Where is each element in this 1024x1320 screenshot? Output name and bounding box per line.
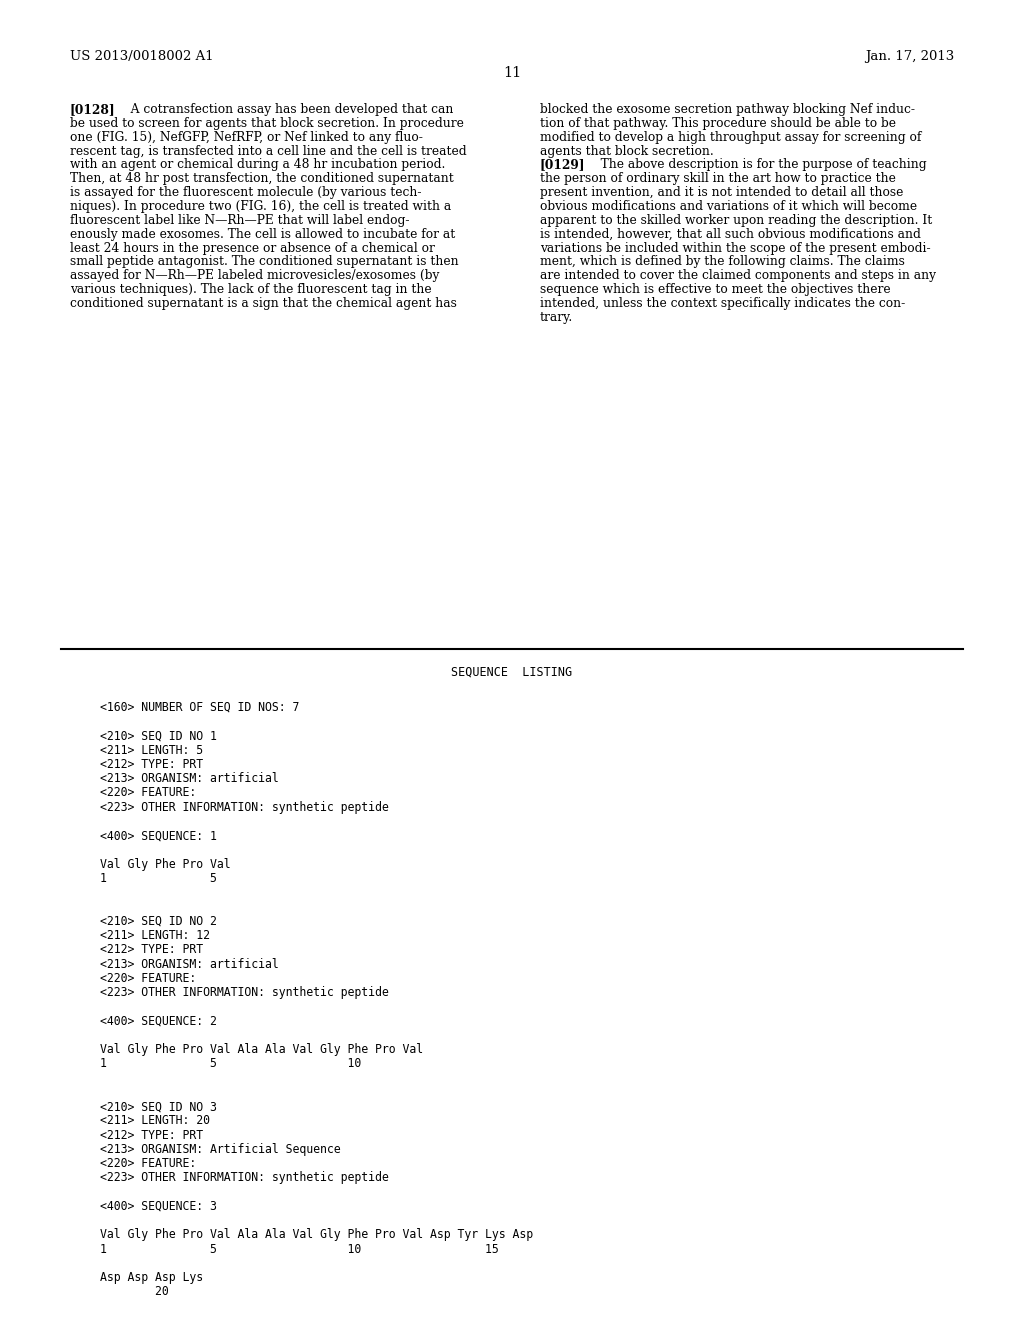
Text: assayed for N—Rh—PE labeled microvesicles/exosomes (by: assayed for N—Rh—PE labeled microvesicle… <box>70 269 439 282</box>
Text: US 2013/0018002 A1: US 2013/0018002 A1 <box>70 50 213 63</box>
Text: <210> SEQ ID NO 2: <210> SEQ ID NO 2 <box>100 915 217 928</box>
Text: is assayed for the fluorescent molecule (by various tech-: is assayed for the fluorescent molecule … <box>70 186 421 199</box>
Text: Asp Asp Asp Lys: Asp Asp Asp Lys <box>100 1271 204 1284</box>
Text: tion of that pathway. This procedure should be able to be: tion of that pathway. This procedure sho… <box>540 116 896 129</box>
Text: <400> SEQUENCE: 1: <400> SEQUENCE: 1 <box>100 829 217 842</box>
Text: small peptide antagonist. The conditioned supernatant is then: small peptide antagonist. The conditione… <box>70 255 459 268</box>
Text: <211> LENGTH: 5: <211> LENGTH: 5 <box>100 743 204 756</box>
Text: conditioned supernatant is a sign that the chemical agent has: conditioned supernatant is a sign that t… <box>70 297 457 310</box>
Text: Val Gly Phe Pro Val: Val Gly Phe Pro Val <box>100 858 231 871</box>
Text: The above description is for the purpose of teaching: The above description is for the purpose… <box>589 158 927 172</box>
Text: <220> FEATURE:: <220> FEATURE: <box>100 1158 197 1170</box>
Text: 11: 11 <box>503 66 521 81</box>
Text: blocked the exosome secretion pathway blocking Nef induc-: blocked the exosome secretion pathway bl… <box>540 103 914 116</box>
Text: <220> FEATURE:: <220> FEATURE: <box>100 972 197 985</box>
Text: <210> SEQ ID NO 1: <210> SEQ ID NO 1 <box>100 730 217 742</box>
Text: are intended to cover the claimed components and steps in any: are intended to cover the claimed compon… <box>540 269 936 282</box>
Text: 1               5                   10: 1 5 10 <box>100 1057 361 1071</box>
Text: agents that block secretion.: agents that block secretion. <box>540 144 714 157</box>
Text: niques). In procedure two (FIG. 16), the cell is treated with a: niques). In procedure two (FIG. 16), the… <box>70 199 451 213</box>
Text: least 24 hours in the presence or absence of a chemical or: least 24 hours in the presence or absenc… <box>70 242 434 255</box>
Text: <212> TYPE: PRT: <212> TYPE: PRT <box>100 1129 204 1142</box>
Text: <213> ORGANISM: Artificial Sequence: <213> ORGANISM: Artificial Sequence <box>100 1143 341 1156</box>
Text: <223> OTHER INFORMATION: synthetic peptide: <223> OTHER INFORMATION: synthetic pepti… <box>100 801 389 813</box>
Text: [0129]: [0129] <box>540 158 585 172</box>
Text: sequence which is effective to meet the objectives there: sequence which is effective to meet the … <box>540 282 890 296</box>
Text: the person of ordinary skill in the art how to practice the: the person of ordinary skill in the art … <box>540 172 896 185</box>
Text: fluorescent label like N—Rh—PE that will label endog-: fluorescent label like N—Rh—PE that will… <box>70 214 410 227</box>
Text: 1               5: 1 5 <box>100 873 217 884</box>
Text: modified to develop a high throughput assay for screening of: modified to develop a high throughput as… <box>540 131 921 144</box>
Text: <212> TYPE: PRT: <212> TYPE: PRT <box>100 758 204 771</box>
Text: is intended, however, that all such obvious modifications and: is intended, however, that all such obvi… <box>540 227 921 240</box>
Text: <211> LENGTH: 20: <211> LENGTH: 20 <box>100 1114 210 1127</box>
Text: rescent tag, is transfected into a cell line and the cell is treated: rescent tag, is transfected into a cell … <box>70 144 466 157</box>
Text: <223> OTHER INFORMATION: synthetic peptide: <223> OTHER INFORMATION: synthetic pepti… <box>100 986 389 999</box>
Text: [0128]: [0128] <box>70 103 116 116</box>
Text: Val Gly Phe Pro Val Ala Ala Val Gly Phe Pro Val: Val Gly Phe Pro Val Ala Ala Val Gly Phe … <box>100 1043 424 1056</box>
Text: variations be included within the scope of the present embodi-: variations be included within the scope … <box>540 242 930 255</box>
Text: present invention, and it is not intended to detail all those: present invention, and it is not intende… <box>540 186 903 199</box>
Text: obvious modifications and variations of it which will become: obvious modifications and variations of … <box>540 199 916 213</box>
Text: <213> ORGANISM: artificial: <213> ORGANISM: artificial <box>100 957 280 970</box>
Text: ment, which is defined by the following claims. The claims: ment, which is defined by the following … <box>540 255 904 268</box>
Text: <210> SEQ ID NO 3: <210> SEQ ID NO 3 <box>100 1100 217 1113</box>
Text: Val Gly Phe Pro Val Ala Ala Val Gly Phe Pro Val Asp Tyr Lys Asp: Val Gly Phe Pro Val Ala Ala Val Gly Phe … <box>100 1229 534 1241</box>
Text: <212> TYPE: PRT: <212> TYPE: PRT <box>100 944 204 956</box>
Text: <213> ORGANISM: artificial: <213> ORGANISM: artificial <box>100 772 280 785</box>
Text: 1               5                   10                  15: 1 5 10 15 <box>100 1242 499 1255</box>
Text: SEQUENCE  LISTING: SEQUENCE LISTING <box>452 665 572 678</box>
Text: trary.: trary. <box>540 310 572 323</box>
Text: <220> FEATURE:: <220> FEATURE: <box>100 787 197 800</box>
Text: Jan. 17, 2013: Jan. 17, 2013 <box>865 50 954 63</box>
Text: apparent to the skilled worker upon reading the description. It: apparent to the skilled worker upon read… <box>540 214 932 227</box>
Text: various techniques). The lack of the fluorescent tag in the: various techniques). The lack of the flu… <box>70 282 431 296</box>
Text: one (FIG. 15), NefGFP, NefRFP, or Nef linked to any fluo-: one (FIG. 15), NefGFP, NefRFP, or Nef li… <box>70 131 423 144</box>
Text: <400> SEQUENCE: 2: <400> SEQUENCE: 2 <box>100 1015 217 1027</box>
Text: <400> SEQUENCE: 3: <400> SEQUENCE: 3 <box>100 1200 217 1213</box>
Text: <223> OTHER INFORMATION: synthetic peptide: <223> OTHER INFORMATION: synthetic pepti… <box>100 1171 389 1184</box>
Text: be used to screen for agents that block secretion. In procedure: be used to screen for agents that block … <box>70 116 464 129</box>
Text: <211> LENGTH: 12: <211> LENGTH: 12 <box>100 929 210 942</box>
Text: with an agent or chemical during a 48 hr incubation period.: with an agent or chemical during a 48 hr… <box>70 158 445 172</box>
Text: <160> NUMBER OF SEQ ID NOS: 7: <160> NUMBER OF SEQ ID NOS: 7 <box>100 701 300 714</box>
Text: Then, at 48 hr post transfection, the conditioned supernatant: Then, at 48 hr post transfection, the co… <box>70 172 454 185</box>
Text: intended, unless the context specifically indicates the con-: intended, unless the context specificall… <box>540 297 905 310</box>
Text: enously made exosomes. The cell is allowed to incubate for at: enously made exosomes. The cell is allow… <box>70 227 455 240</box>
Text: A cotransfection assay has been developed that can: A cotransfection assay has been develope… <box>119 103 454 116</box>
Text: 20: 20 <box>100 1286 169 1299</box>
